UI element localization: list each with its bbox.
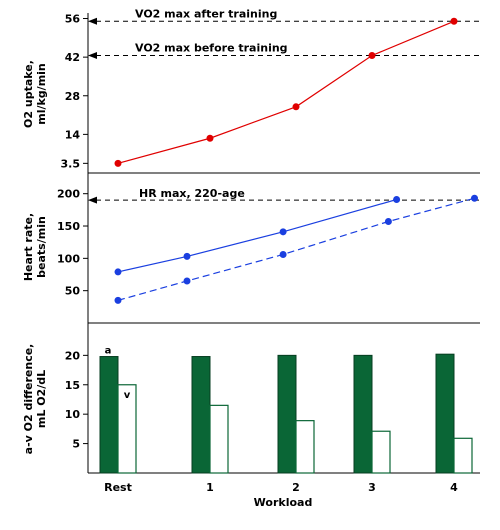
- heart-rate-solid-line: [117, 198, 397, 273]
- o2-uptake-point: [206, 134, 214, 142]
- heart-rate-point: [114, 268, 122, 276]
- avo2-ytick-label: 20: [65, 349, 81, 362]
- o2-reference-label: VO2 max after training: [135, 7, 277, 20]
- hr-ytick-label: 150: [57, 220, 80, 233]
- bar-venous: [117, 384, 137, 474]
- o2-arrow-icon: [88, 51, 97, 59]
- heart-rate-point: [471, 194, 478, 202]
- o2-uptake-point: [114, 159, 122, 167]
- bar-venous: [453, 437, 473, 474]
- av-o2-axes: 5 10 15 20 Rest a v 1 2 3 4: [65, 323, 480, 494]
- bar-arterial: [435, 353, 455, 474]
- o2-uptake-panel: 3.5 14 28 42 56 VO2 max after training VO2 max…: [22, 7, 480, 174]
- bar-arterial: [99, 356, 119, 474]
- o2-ytick-label: 28: [65, 90, 80, 103]
- heart-rate-point: [114, 296, 122, 304]
- o2-ytick-label: 42: [65, 51, 80, 64]
- heart-rate-dashed-line: [117, 197, 475, 301]
- bar-venous: [209, 404, 229, 474]
- o2-uptake-point: [368, 51, 376, 59]
- hr-ytick-label: 50: [65, 285, 81, 298]
- bar-venous: [371, 430, 391, 474]
- avo2-ytick-label: 10: [65, 408, 81, 421]
- heart-rate-point: [393, 196, 401, 204]
- hr-ytick-label: 100: [57, 252, 80, 265]
- o2-uptake-point: [292, 103, 300, 111]
- o2-ytick-label: 56: [65, 13, 81, 26]
- heart-rate-panel: 50 100 150 200 HR max, 220-age Heart rate, b…: [22, 173, 480, 324]
- xtick-label: 2: [292, 481, 300, 494]
- heart-rate-point: [279, 250, 287, 258]
- bar-arterial: [277, 354, 297, 474]
- hr-ytick-label: 200: [57, 188, 80, 201]
- series-label-a: a: [105, 346, 112, 357]
- av-o2-xlabel: Workload: [254, 496, 313, 509]
- o2-uptake-axes: 3.5 14 28 42 56 VO2 max after training VO2 max…: [61, 7, 480, 174]
- hr-arrow-icon: [88, 196, 97, 204]
- o2-ytick-label: 3.5: [61, 157, 81, 170]
- av-o2-panel: 5 10 15 20 Rest a v 1 2 3 4 a-v O2 difference, mL …: [22, 323, 480, 509]
- heart-rate-axes: 50 100 150 200 HR max, 220-age: [57, 173, 480, 324]
- o2-uptake-ylabel-line1: O2 uptake,: [22, 60, 35, 128]
- o2-arrow-icon: [88, 17, 97, 25]
- o2-reference-label: VO2 max before training: [135, 41, 288, 54]
- heart-rate-point: [384, 217, 392, 225]
- hr-reference-label: HR max, 220-age: [139, 187, 245, 200]
- xtick-label: 3: [368, 481, 376, 494]
- av-o2-ylabel-line1: a-v O2 difference,: [22, 344, 35, 455]
- xtick-label: 1: [206, 481, 214, 494]
- series-label-v: v: [124, 390, 131, 401]
- o2-ytick-label: 14: [65, 128, 81, 141]
- o2-uptake-ylabel-line2: ml/kg/min: [35, 63, 48, 125]
- av-o2-ylabel-line2: mL O2/dL: [35, 370, 48, 428]
- o2-uptake-point: [450, 17, 458, 25]
- heart-rate-ylabel-line2: beats/min: [35, 216, 48, 278]
- bar-arterial: [191, 356, 211, 474]
- heart-rate-point: [279, 228, 287, 236]
- heart-rate-point: [183, 252, 191, 260]
- xtick-label: Rest: [104, 481, 132, 494]
- bar-arterial: [353, 354, 373, 474]
- avo2-ytick-label: 5: [72, 438, 80, 451]
- avo2-ytick-label: 15: [65, 379, 80, 392]
- heart-rate-ylabel-line1: Heart rate,: [22, 213, 35, 281]
- xtick-label: 4: [450, 481, 458, 494]
- heart-rate-point: [183, 277, 191, 285]
- bar-venous: [295, 420, 315, 474]
